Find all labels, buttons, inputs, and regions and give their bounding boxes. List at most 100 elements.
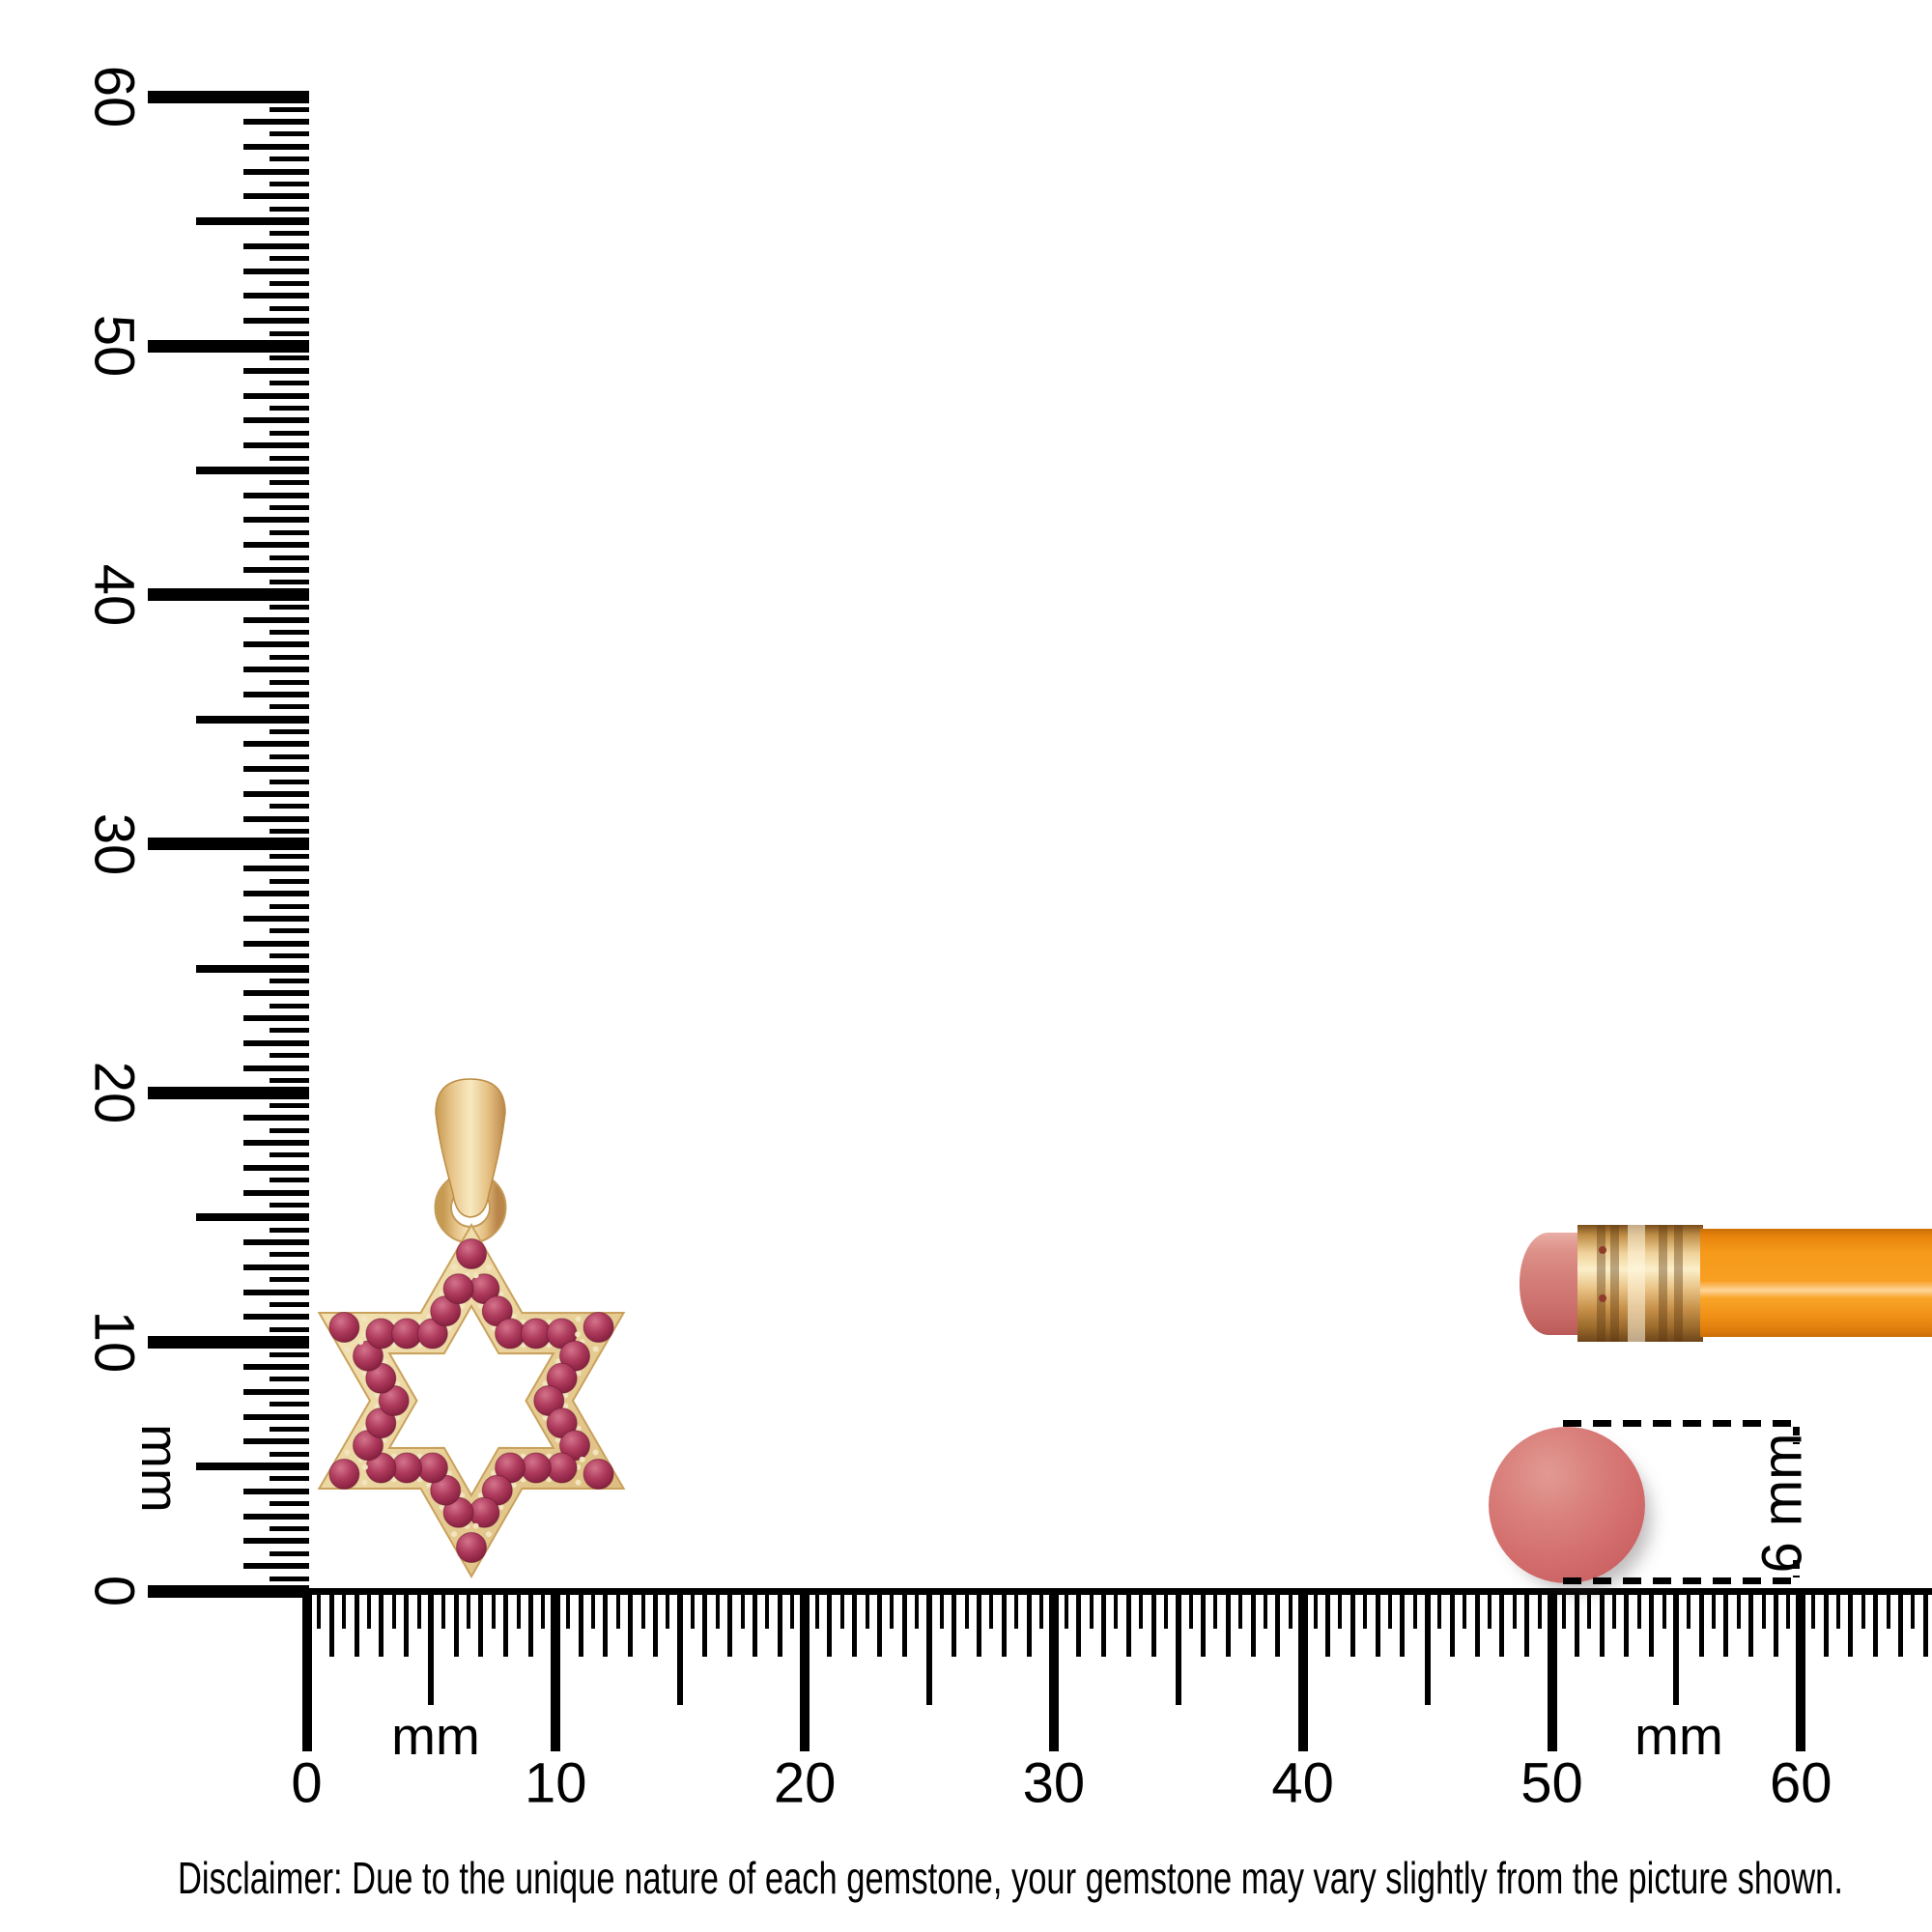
horizontal-ruler-tick — [827, 1590, 833, 1657]
horizontal-ruler-tick — [1125, 1590, 1131, 1657]
gemstone — [456, 1238, 487, 1269]
horizontal-ruler-tick — [603, 1590, 609, 1657]
prong-dot — [445, 1470, 452, 1477]
horizontal-ruler-tick — [1673, 1590, 1680, 1705]
vertical-ruler-tick — [270, 1152, 309, 1158]
horizontal-ruler-tick — [1611, 1590, 1616, 1629]
vertical-ruler-tick — [243, 915, 309, 922]
prong-dot — [477, 1492, 484, 1499]
horizontal-ruler-tick — [1014, 1590, 1019, 1629]
horizontal-ruler-tick — [1238, 1590, 1243, 1629]
prong-dot — [575, 1479, 582, 1486]
horizontal-ruler-tick — [1089, 1590, 1094, 1629]
horizontal-ruler-label: 0 — [291, 1751, 323, 1815]
horizontal-ruler-tick — [404, 1590, 410, 1657]
horizontal-ruler-tick — [1350, 1590, 1355, 1657]
prong-dot — [542, 1414, 549, 1421]
horizontal-ruler-tick — [1375, 1590, 1380, 1657]
vertical-ruler-tick — [243, 641, 309, 648]
prong-dot — [575, 1370, 582, 1377]
vertical-ruler-tick — [243, 1363, 309, 1370]
vertical-ruler-tick — [270, 829, 309, 835]
prong-dot — [491, 1470, 497, 1477]
horizontal-ruler-tick — [1649, 1590, 1655, 1657]
horizontal-ruler-tick — [952, 1590, 957, 1657]
disclaimer-text: Disclaimer: Due to the unique nature of … — [178, 1853, 1843, 1903]
prong-dot — [361, 1370, 368, 1377]
vertical-ruler-tick — [270, 106, 309, 112]
vertical-ruler-tick — [148, 1335, 309, 1349]
horizontal-ruler-tick — [1026, 1590, 1032, 1657]
horizontal-ruler-tick — [1474, 1590, 1480, 1657]
vertical-ruler-tick — [270, 1501, 309, 1507]
prong-dot — [451, 1264, 458, 1270]
horizontal-ruler-tick — [1288, 1590, 1293, 1629]
horizontal-ruler-tick — [1512, 1590, 1517, 1629]
vertical-ruler-tick — [270, 704, 309, 710]
horizontal-ruler-tick — [677, 1590, 684, 1705]
vertical-ruler-tick — [270, 903, 309, 909]
pencil-ferrule — [1577, 1225, 1703, 1342]
vertical-ruler-tick — [270, 281, 309, 287]
vertical-ruler-tick — [148, 1086, 309, 1099]
horizontal-ruler-tick — [1736, 1590, 1741, 1629]
prong-dot — [344, 1449, 351, 1456]
horizontal-ruler-tick — [1201, 1590, 1207, 1657]
vertical-ruler-tick — [270, 381, 309, 386]
vertical-ruler-tick — [243, 616, 309, 623]
horizontal-ruler-tick — [1811, 1590, 1816, 1629]
prong-dot — [426, 1313, 433, 1320]
vertical-ruler-tick — [243, 1065, 309, 1071]
gemstone — [582, 1459, 614, 1490]
horizontal-ruler-tick — [715, 1590, 720, 1629]
horizontal-ruler-tick — [1463, 1590, 1467, 1629]
horizontal-ruler-tick — [740, 1590, 745, 1629]
gemstone — [328, 1459, 360, 1490]
vertical-ruler-tick — [270, 1302, 309, 1308]
horizontal-ruler-tick — [566, 1590, 571, 1629]
horizontal-ruler-tick — [342, 1590, 347, 1629]
vertical-ruler-tick — [196, 715, 309, 724]
prong-dot — [562, 1392, 569, 1399]
vertical-ruler-tick — [270, 1078, 309, 1083]
vertical-ruler-tick — [243, 293, 309, 299]
vertical-ruler-tick — [243, 1139, 309, 1146]
vertical-ruler-tick — [270, 853, 309, 859]
horizontal-ruler-tick — [1151, 1590, 1156, 1657]
prong-dot — [361, 1463, 368, 1470]
horizontal-ruler-tick — [1039, 1590, 1043, 1629]
vertical-ruler-tick — [243, 168, 309, 175]
prong-dot — [451, 1531, 458, 1538]
horizontal-ruler-label: 20 — [773, 1751, 837, 1815]
prong-dot — [382, 1436, 388, 1443]
horizontal-ruler-label: 50 — [1520, 1751, 1583, 1815]
horizontal-ruler-tick — [1823, 1590, 1829, 1657]
horizontal-ruler-tick — [328, 1590, 334, 1657]
prong-dot — [485, 1264, 492, 1270]
horizontal-ruler-tick — [541, 1590, 546, 1629]
prong-dot — [575, 1316, 582, 1322]
horizontal-ruler-tick — [354, 1590, 359, 1657]
horizontal-ruler-tick — [1064, 1590, 1068, 1629]
prong-dot — [592, 1346, 599, 1352]
horizontal-ruler-tick — [1636, 1590, 1641, 1629]
horizontal-ruler-tick — [1188, 1590, 1193, 1629]
star-outline — [317, 1222, 626, 1579]
vertical-ruler-tick — [243, 815, 309, 822]
vertical-ruler-tick — [270, 978, 309, 983]
horizontal-ruler-tick — [1412, 1590, 1417, 1629]
ferrule-ridge — [1674, 1225, 1683, 1342]
vertical-ruler-tick — [243, 1289, 309, 1295]
horizontal-ruler-tick — [615, 1590, 620, 1629]
vertical-ruler-tick — [270, 1550, 309, 1556]
horizontal-ruler-tick — [691, 1590, 696, 1629]
vertical-ruler-tick — [243, 367, 309, 374]
vertical-ruler-tick — [243, 1488, 309, 1494]
vertical-ruler-tick — [243, 1264, 309, 1270]
horizontal-ruler-tick — [478, 1590, 484, 1657]
prong-dot — [497, 1504, 504, 1511]
horizontal-ruler-tick — [1313, 1590, 1318, 1629]
horizontal-ruler-tick — [915, 1590, 920, 1629]
vertical-ruler-tick — [270, 1178, 309, 1183]
horizontal-ruler-tick — [441, 1590, 446, 1629]
